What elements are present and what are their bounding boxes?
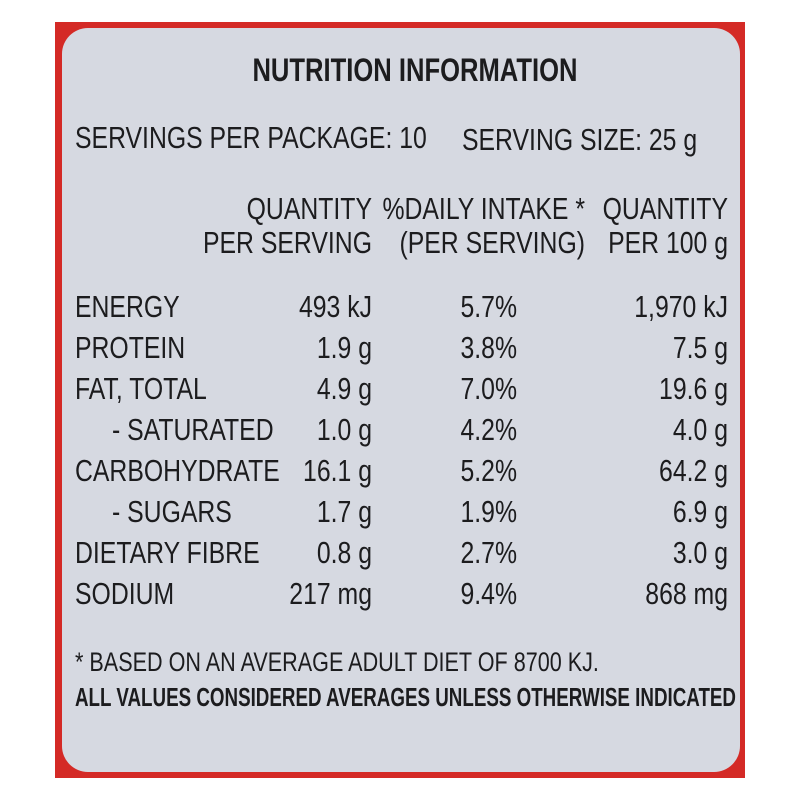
nutrient-name: SODIUM bbox=[75, 576, 174, 610]
per-serving: 0.8 g bbox=[317, 535, 372, 569]
nutrient-name: ENERGY bbox=[75, 289, 180, 323]
per-serving: 1.7 g bbox=[317, 494, 372, 528]
per-100g: 3.0 g bbox=[673, 535, 728, 569]
daily-intake: 9.4% bbox=[460, 576, 517, 610]
per-serving: 4.9 g bbox=[317, 371, 372, 405]
column-header: (PER SERVING) bbox=[399, 225, 585, 259]
per-serving: 16.1 g bbox=[303, 453, 372, 487]
per-serving: 493 kJ bbox=[299, 289, 372, 323]
daily-intake: 2.7% bbox=[460, 535, 517, 569]
content: NUTRITION INFORMATION SERVINGS PER PACKAG… bbox=[75, 53, 736, 711]
daily-intake: 5.7% bbox=[460, 289, 517, 323]
nutrient-name: CARBOHYDRATE bbox=[75, 453, 280, 487]
daily-intake: 1.9% bbox=[460, 494, 517, 528]
nutrient-name: - SUGARS bbox=[112, 494, 232, 528]
note: ALL VALUES CONSIDERED AVERAGES UNLESS OT… bbox=[75, 683, 736, 712]
nutrient-name: - SATURATED bbox=[112, 412, 274, 446]
per-100g: 4.0 g bbox=[673, 412, 728, 446]
daily-intake: 4.2% bbox=[460, 412, 517, 446]
daily-intake: 7.0% bbox=[460, 371, 517, 405]
per-100g: 19.6 g bbox=[659, 371, 728, 405]
column-header: QUANTITY bbox=[603, 191, 729, 225]
per-serving: 1.0 g bbox=[317, 412, 372, 446]
per-100g: 6.9 g bbox=[673, 494, 728, 528]
per-100g: 7.5 g bbox=[673, 330, 728, 364]
servings-per-package: SERVINGS PER PACKAGE: 10 bbox=[75, 120, 427, 154]
per-100g: 64.2 g bbox=[659, 453, 728, 487]
daily-intake: 3.8% bbox=[460, 330, 517, 364]
footnote: * BASED ON AN AVERAGE ADULT DIET OF 8700… bbox=[75, 648, 599, 678]
column-header: PER 100 g bbox=[608, 225, 728, 259]
per-100g: 868 mg bbox=[645, 576, 728, 610]
panel bbox=[62, 28, 740, 772]
column-header: %DAILY INTAKE * bbox=[382, 191, 585, 225]
serving-size: SERVING SIZE: 25 g bbox=[462, 122, 697, 156]
column-header: QUANTITY bbox=[247, 191, 373, 225]
nutrient-name: DIETARY FIBRE bbox=[75, 535, 260, 569]
per-100g: 1,970 kJ bbox=[634, 289, 728, 323]
column-header: PER SERVING bbox=[203, 225, 372, 259]
per-serving: 217 mg bbox=[289, 576, 372, 610]
nutrient-name: FAT, TOTAL bbox=[75, 371, 207, 405]
per-serving: 1.9 g bbox=[317, 330, 372, 364]
nutrient-name: PROTEIN bbox=[75, 330, 185, 364]
daily-intake: 5.2% bbox=[460, 453, 517, 487]
title: NUTRITION INFORMATION bbox=[252, 53, 577, 88]
